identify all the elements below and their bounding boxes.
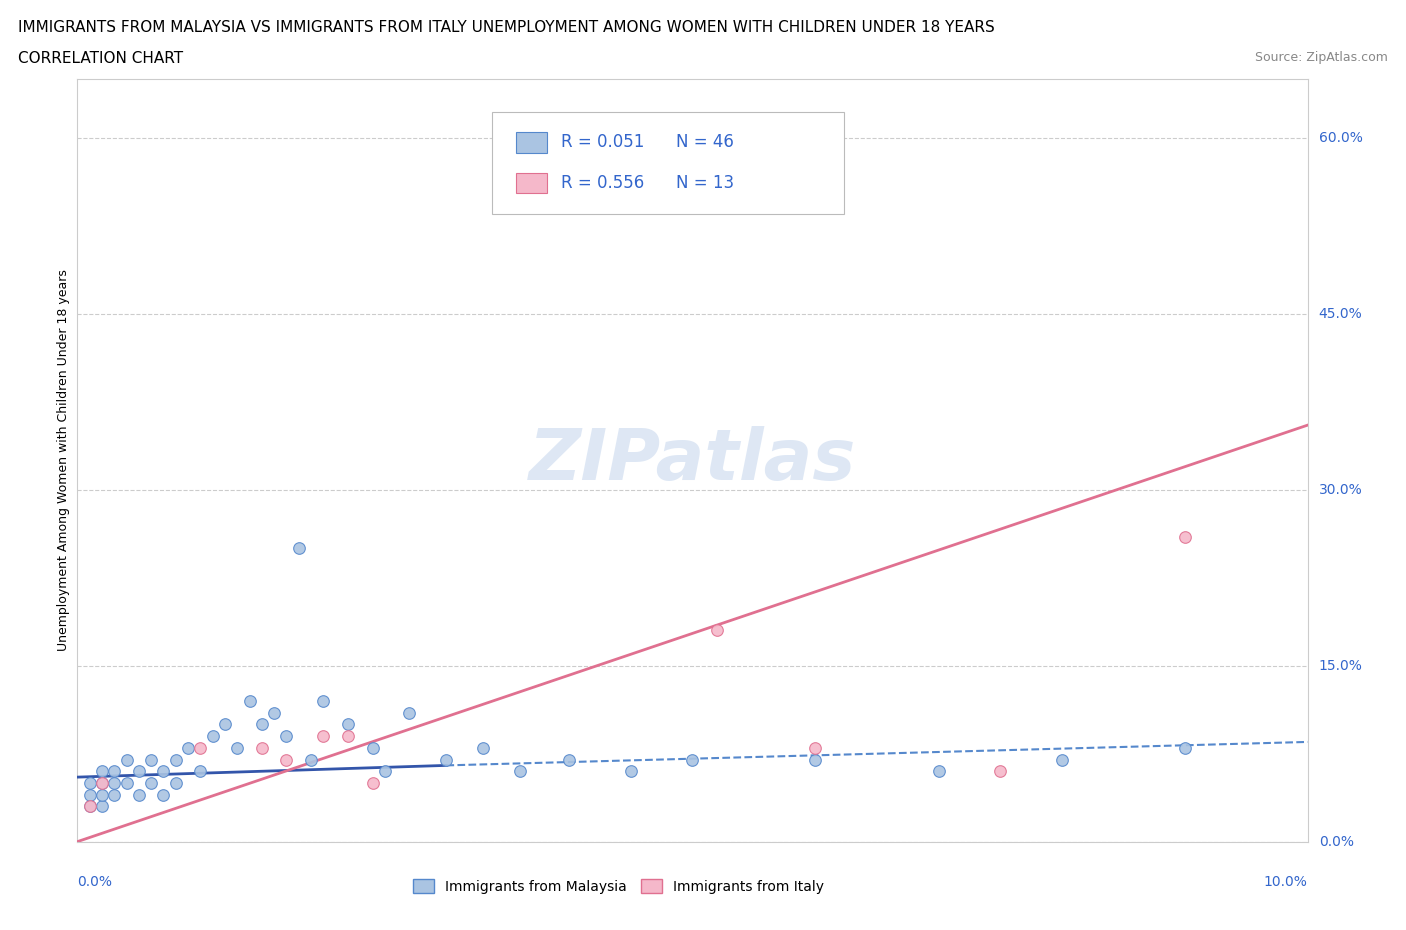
Point <box>103 788 125 803</box>
Point <box>299 752 322 767</box>
Text: 0.0%: 0.0% <box>77 874 112 888</box>
Point <box>1174 740 1197 755</box>
Point <box>90 788 114 803</box>
Point <box>115 752 138 767</box>
Text: N = 13: N = 13 <box>676 174 734 193</box>
Point <box>988 764 1011 778</box>
Text: 10.0%: 10.0% <box>1264 874 1308 888</box>
Point <box>128 764 150 778</box>
Point <box>804 740 827 755</box>
Point <box>103 764 125 778</box>
Y-axis label: Unemployment Among Women with Children Under 18 years: Unemployment Among Women with Children U… <box>58 270 70 651</box>
Text: N = 46: N = 46 <box>676 133 734 152</box>
Point <box>214 717 236 732</box>
Point <box>620 764 643 778</box>
Point <box>337 717 360 732</box>
Point <box>361 740 384 755</box>
Text: Source: ZipAtlas.com: Source: ZipAtlas.com <box>1254 51 1388 64</box>
Point <box>558 752 581 767</box>
Point <box>79 788 101 803</box>
Point <box>103 776 125 790</box>
Text: IMMIGRANTS FROM MALAYSIA VS IMMIGRANTS FROM ITALY UNEMPLOYMENT AMONG WOMEN WITH : IMMIGRANTS FROM MALAYSIA VS IMMIGRANTS F… <box>18 20 995 35</box>
Point <box>374 764 396 778</box>
Point <box>90 764 114 778</box>
Point <box>152 788 174 803</box>
Text: 60.0%: 60.0% <box>1319 131 1362 145</box>
Point <box>250 717 273 732</box>
Point <box>79 799 101 814</box>
Point <box>239 694 262 709</box>
Point <box>436 752 458 767</box>
Text: 15.0%: 15.0% <box>1319 658 1362 672</box>
Text: R = 0.556: R = 0.556 <box>561 174 644 193</box>
Point <box>165 752 187 767</box>
Point <box>152 764 174 778</box>
Point <box>188 764 212 778</box>
Point <box>276 752 298 767</box>
Point <box>1174 529 1197 544</box>
Point <box>312 728 335 743</box>
Point <box>595 130 617 145</box>
Point <box>90 799 114 814</box>
Point <box>128 788 150 803</box>
Point <box>1050 752 1073 767</box>
Point <box>706 623 728 638</box>
Point <box>90 776 114 790</box>
Point <box>188 740 212 755</box>
Point <box>263 705 285 720</box>
Text: 45.0%: 45.0% <box>1319 307 1362 321</box>
Point <box>682 752 704 767</box>
Point <box>141 776 163 790</box>
Point <box>337 728 360 743</box>
Text: CORRELATION CHART: CORRELATION CHART <box>18 51 183 66</box>
Text: ZIPatlas: ZIPatlas <box>529 426 856 495</box>
Point <box>288 541 311 556</box>
Point <box>312 694 335 709</box>
Point <box>398 705 420 720</box>
Point <box>141 752 163 767</box>
Legend: Immigrants from Malaysia, Immigrants from Italy: Immigrants from Malaysia, Immigrants fro… <box>408 873 830 899</box>
Point <box>226 740 249 755</box>
Point <box>177 740 200 755</box>
Point <box>276 728 298 743</box>
Point <box>472 740 495 755</box>
Text: 30.0%: 30.0% <box>1319 483 1362 497</box>
Point <box>804 752 827 767</box>
Point <box>90 776 114 790</box>
Point <box>928 764 950 778</box>
Point <box>201 728 224 743</box>
Point <box>361 776 384 790</box>
Point <box>79 776 101 790</box>
Point <box>509 764 531 778</box>
Point <box>250 740 273 755</box>
Point <box>79 799 101 814</box>
Text: 0.0%: 0.0% <box>1319 834 1354 849</box>
Text: R = 0.051: R = 0.051 <box>561 133 644 152</box>
Point <box>115 776 138 790</box>
Point <box>165 776 187 790</box>
